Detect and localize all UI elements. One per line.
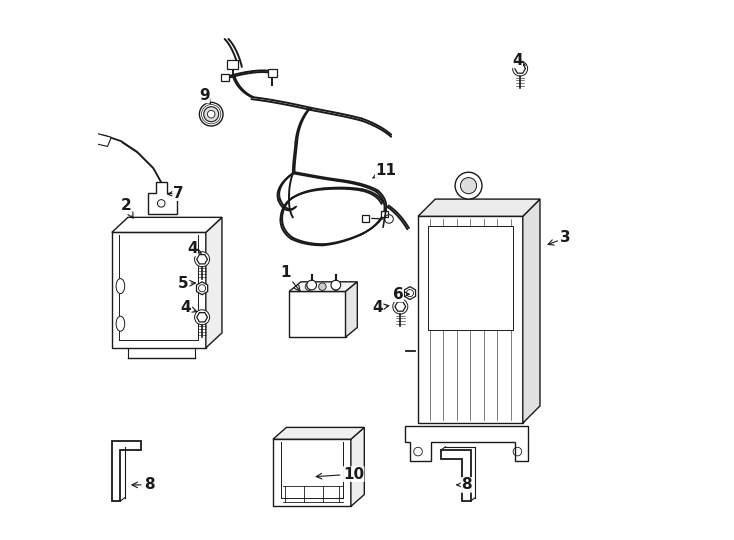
Text: 8: 8 xyxy=(457,477,472,492)
Text: 8: 8 xyxy=(132,477,155,492)
Circle shape xyxy=(393,299,408,314)
Bar xyxy=(381,211,388,218)
Circle shape xyxy=(331,280,341,290)
Text: 6: 6 xyxy=(393,287,409,302)
Polygon shape xyxy=(346,282,357,337)
Circle shape xyxy=(512,61,528,76)
Bar xyxy=(221,75,229,81)
Polygon shape xyxy=(112,441,142,501)
Circle shape xyxy=(200,103,223,126)
Bar xyxy=(268,69,277,77)
Circle shape xyxy=(332,283,340,291)
Polygon shape xyxy=(197,313,208,322)
Polygon shape xyxy=(418,217,523,423)
Circle shape xyxy=(319,283,326,291)
Polygon shape xyxy=(273,439,351,507)
Polygon shape xyxy=(273,427,364,439)
Polygon shape xyxy=(148,183,178,214)
Text: 4: 4 xyxy=(181,300,197,315)
Polygon shape xyxy=(112,232,206,348)
Text: 9: 9 xyxy=(199,88,211,104)
Polygon shape xyxy=(515,64,526,73)
Circle shape xyxy=(455,172,482,199)
Polygon shape xyxy=(197,254,208,264)
Text: 7: 7 xyxy=(168,186,184,201)
Text: 3: 3 xyxy=(548,230,571,245)
Text: 5: 5 xyxy=(178,276,195,291)
Ellipse shape xyxy=(116,279,125,294)
Polygon shape xyxy=(92,133,112,146)
Circle shape xyxy=(208,111,215,118)
Polygon shape xyxy=(404,426,528,461)
Ellipse shape xyxy=(116,316,125,331)
Polygon shape xyxy=(523,199,540,423)
Circle shape xyxy=(195,310,210,325)
Text: 2: 2 xyxy=(121,198,133,218)
Text: 4: 4 xyxy=(187,241,201,256)
Polygon shape xyxy=(197,282,208,295)
Text: 4: 4 xyxy=(372,300,389,315)
Circle shape xyxy=(195,252,210,267)
Polygon shape xyxy=(418,199,540,217)
Polygon shape xyxy=(289,292,346,337)
Polygon shape xyxy=(112,218,222,232)
Bar xyxy=(362,215,368,221)
Polygon shape xyxy=(289,282,357,292)
Text: 4: 4 xyxy=(512,53,526,68)
Polygon shape xyxy=(395,302,406,311)
Bar xyxy=(228,60,238,69)
Circle shape xyxy=(307,280,316,290)
Polygon shape xyxy=(441,450,470,501)
Polygon shape xyxy=(351,427,364,507)
Circle shape xyxy=(460,178,476,194)
Polygon shape xyxy=(428,226,513,330)
Circle shape xyxy=(203,107,219,122)
Polygon shape xyxy=(404,287,415,300)
Text: 11: 11 xyxy=(373,163,396,178)
Circle shape xyxy=(305,283,313,291)
Text: 1: 1 xyxy=(280,265,300,291)
Text: 10: 10 xyxy=(316,467,364,482)
Polygon shape xyxy=(206,218,222,348)
